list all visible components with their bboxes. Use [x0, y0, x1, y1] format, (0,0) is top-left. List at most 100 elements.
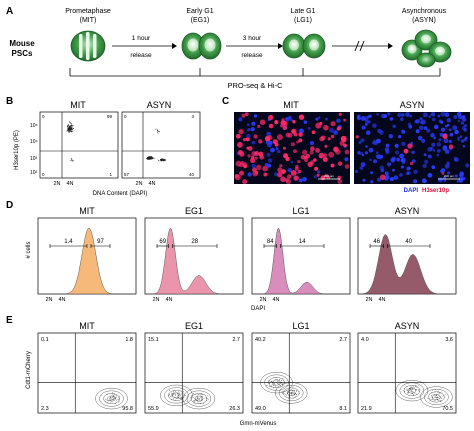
panel-b-asyn-q-tr: 3 — [191, 114, 194, 119]
panel-c-label: C — [222, 96, 229, 107]
micrograph-asyn-cells — [354, 111, 470, 184]
arrow-1-line-2: release — [130, 52, 152, 59]
panel-b-xlabel: DNA Content (DAPI) — [93, 191, 148, 197]
stage-label-lg1: Late G1 — [291, 8, 316, 15]
quadrant-tr: 2.7 — [339, 337, 347, 343]
tick-4n: 4N — [58, 297, 65, 303]
quadrant-bl: 21.9 — [361, 406, 372, 412]
panel-b-marker-4: 10² — [30, 170, 38, 176]
panel-d-ylabel: # cells — [26, 241, 32, 258]
histogram-eg1: EG1 69 28 2N 4N — [144, 206, 244, 303]
tick-2n: 2N — [259, 297, 266, 303]
flow-title: LG1 — [292, 321, 309, 331]
panel-b-asyn-events — [146, 128, 167, 162]
panel-b-asyn-q-br: 40 — [189, 172, 195, 177]
gate-value: 46 — [373, 239, 380, 245]
quadrant-bl: 49.0 — [255, 406, 266, 412]
flow-title: EG1 — [185, 321, 203, 331]
panel-b-mit-tick-4n: 4N — [66, 181, 73, 187]
panel-b-ylabel: H3ser10p (PE) — [14, 130, 20, 170]
panel-b-marker-3: 10³ — [30, 156, 38, 162]
quadrant-bl: 2.3 — [41, 406, 49, 412]
flow-plot-lg1: LG1 40.2 2.7 49.0 8.1 — [251, 321, 351, 414]
tick-2n: 2N — [45, 297, 52, 303]
stage-abbr-eg1: (EG1) — [191, 17, 210, 24]
arrow-3-hour-release: 3 hour release — [226, 35, 283, 59]
quadrant-br: 26.3 — [229, 406, 240, 412]
panel-e-ylabel: Cdt1-mCherry — [26, 351, 32, 389]
quadrant-tl: 40.2 — [255, 337, 266, 343]
stage-abbr-asyn: (ASYN) — [412, 17, 436, 24]
quadrant-br: 70.5 — [442, 406, 453, 412]
assay-label: PRO-seq & Hi-C — [227, 81, 283, 90]
gate-value: 69 — [159, 239, 166, 245]
panel-b: B H3ser10p (PE) 10⁵ 10⁴ 10³ 10² MIT 0 99… — [6, 96, 201, 197]
histogram-lg1: LG1 84 14 2N 4N — [251, 206, 351, 303]
panel-e-label: E — [6, 315, 13, 326]
quadrant-tr: 3.6 — [445, 337, 453, 343]
panel-b-title-mit: MIT — [70, 100, 86, 110]
arrow-1-hour-release: 1 hour release — [112, 35, 177, 59]
panel-b-marker-2: 10⁴ — [30, 139, 38, 145]
stage-label-mit: Prometaphase — [65, 8, 111, 15]
panel-b-mit-events — [66, 121, 74, 162]
flow-plot-asyn: ASYN 4.0 3.6 21.9 70.5 — [357, 321, 457, 414]
flow-plot-mit: MIT 0.1 1.8 2.3 95.8 — [37, 321, 137, 414]
stage-label-eg1: Early G1 — [186, 8, 213, 15]
panel-b-label: B — [6, 96, 13, 107]
histogram-mit: MIT 1.4 97 2N 4N — [37, 206, 137, 303]
species-line-2: PSCs — [12, 49, 33, 58]
tick-4n: 4N — [378, 297, 385, 303]
gate-value: 40 — [405, 239, 412, 245]
panel-b-mit-q-bl: 0 — [42, 172, 45, 177]
stage-abbr-mit: (MIT) — [80, 17, 97, 24]
panel-b-asyn-q-tl: 0 — [124, 114, 127, 119]
scale-bar-mit-label: 200 µm — [324, 174, 335, 178]
arrow-2-line-1: 3 hour — [243, 35, 262, 42]
flow-title: ASYN — [395, 321, 420, 331]
cell-lg1 — [282, 33, 326, 59]
panel-d-xlabel: DAPI — [251, 306, 265, 312]
tick-2n: 2N — [152, 297, 159, 303]
panel-a: A Mouse PSCs Prometaphase (MIT) Early G1… — [6, 6, 452, 90]
legend-dapi: DAPI — [404, 188, 419, 194]
panel-b-title-asyn: ASYN — [147, 100, 172, 110]
gate-value: 1.4 — [64, 239, 73, 245]
quadrant-br: 95.8 — [122, 406, 133, 412]
gate-value: 14 — [299, 239, 306, 245]
quadrant-bl: 55.9 — [148, 406, 159, 412]
histogram-title: EG1 — [185, 206, 203, 216]
panel-d: D # cells MIT 1.4 97 2N 4N EG1 69 28 2N 4N LG1 84 14… — [6, 200, 457, 312]
stage-abbr-lg1: (LG1) — [294, 17, 312, 24]
histogram-asyn: ASYN 46 40 2N 4N — [357, 206, 457, 303]
gate-value: 84 — [267, 239, 274, 245]
panel-c-title-mit: MIT — [283, 100, 299, 110]
micrograph-mit-cells — [234, 112, 350, 185]
panel-b-mit-q-tl: 0 — [42, 114, 45, 119]
panel-b-plot-asyn — [121, 111, 201, 179]
stage-label-asyn: Asynchronous — [402, 8, 447, 15]
quadrant-tr: 1.8 — [125, 337, 133, 343]
arrow-2-line-2: release — [241, 52, 263, 59]
flow-plot-eg1: EG1 15.1 2.7 55.9 26.3 — [144, 321, 244, 414]
panel-b-mit-tick-2n: 2N — [53, 181, 60, 187]
panel-d-histograms: MIT 1.4 97 2N 4N EG1 69 28 2N 4N LG1 84 14 2N 4N ASYN 46… — [37, 206, 457, 303]
cell-mit — [70, 30, 106, 62]
tick-4n: 4N — [272, 297, 279, 303]
tick-4n: 4N — [165, 297, 172, 303]
quadrant-br: 8.1 — [339, 406, 347, 412]
panel-b-mit-q-br: 1 — [109, 172, 112, 177]
arrow-break — [332, 40, 393, 52]
panel-b-plot-mit — [39, 111, 119, 179]
gate-value: 28 — [191, 239, 198, 245]
panel-d-label: D — [6, 200, 13, 211]
tick-2n: 2N — [365, 297, 372, 303]
gate-value: 97 — [97, 239, 104, 245]
scale-bar-asyn-label: 200 µm — [444, 174, 455, 178]
quadrant-tl: 4.0 — [361, 337, 369, 343]
histogram-title: ASYN — [395, 206, 420, 216]
quadrant-tl: 0.1 — [41, 337, 49, 343]
panel-b-asyn-tick-2n: 2N — [135, 181, 142, 187]
panel-b-asyn-tick-4n: 4N — [148, 181, 155, 187]
